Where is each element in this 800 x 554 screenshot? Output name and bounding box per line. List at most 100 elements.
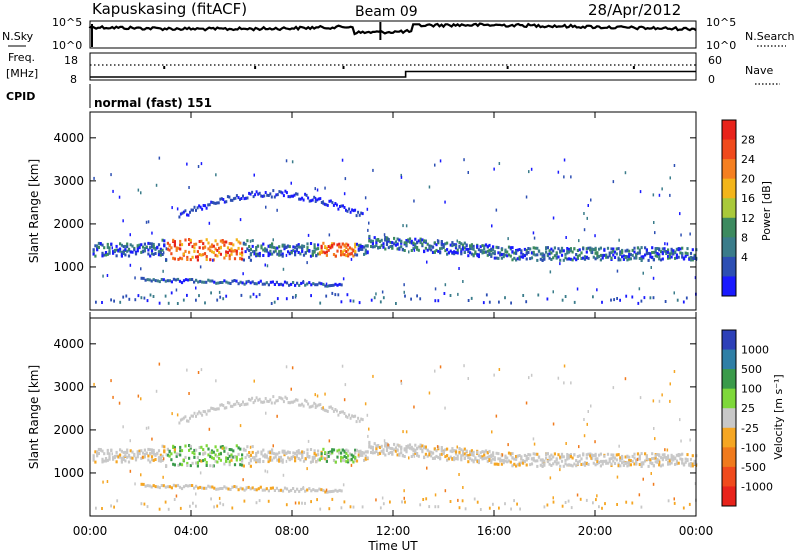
velocity-point xyxy=(288,451,291,455)
power-point xyxy=(640,255,643,259)
power-point xyxy=(465,247,468,251)
velocity-point xyxy=(340,459,343,463)
velocity-point xyxy=(375,498,377,502)
velocity-point xyxy=(355,448,359,452)
power-point xyxy=(573,247,576,251)
velocity-point xyxy=(449,449,452,453)
velocity-point xyxy=(631,454,634,458)
velocity-point xyxy=(325,409,328,413)
velocity-point xyxy=(271,486,274,490)
power-point xyxy=(341,242,344,246)
velocity-point xyxy=(463,447,466,451)
velocity-point xyxy=(180,449,184,453)
power-point xyxy=(652,296,655,300)
power-point xyxy=(559,258,562,262)
velocity-point xyxy=(564,458,567,462)
velocity-point xyxy=(347,449,350,453)
power-point xyxy=(249,247,252,251)
velocity-point xyxy=(171,412,173,416)
power-point xyxy=(210,250,214,254)
velocity-point xyxy=(583,461,587,465)
power-point xyxy=(170,246,173,250)
velocity-point xyxy=(334,460,337,464)
velocity-point xyxy=(325,459,328,463)
power-point xyxy=(385,236,389,240)
power-point xyxy=(108,249,111,253)
velocity-point xyxy=(624,377,627,381)
power-point xyxy=(263,194,266,198)
velocity-point xyxy=(561,504,564,508)
power-point xyxy=(636,252,639,255)
power-point xyxy=(256,244,260,248)
power-point xyxy=(122,295,125,299)
velocity-point xyxy=(689,464,693,468)
velocity-point xyxy=(667,499,670,503)
velocity-point xyxy=(520,457,523,461)
power-point xyxy=(200,162,203,166)
power-point xyxy=(385,238,389,242)
power-point xyxy=(269,245,272,249)
velocity-point xyxy=(340,451,343,455)
power-point xyxy=(239,218,242,222)
power-point xyxy=(261,282,264,286)
velocity-point xyxy=(170,486,173,490)
power-point xyxy=(129,263,132,267)
power-point xyxy=(134,276,136,280)
power-point xyxy=(467,248,470,252)
power-point xyxy=(300,281,303,285)
power-point xyxy=(616,297,618,300)
velocity-point xyxy=(295,453,298,457)
power-point xyxy=(364,196,367,200)
velocity-point xyxy=(456,457,459,461)
power-point xyxy=(424,246,427,250)
power-point xyxy=(208,221,211,225)
power-point xyxy=(576,249,579,252)
velocity-point xyxy=(225,446,228,450)
velocity-point xyxy=(195,492,197,496)
power-point xyxy=(328,233,331,237)
power-point xyxy=(518,256,521,260)
velocity-point xyxy=(363,458,366,462)
power-point xyxy=(166,247,169,251)
velocity-point xyxy=(294,459,297,463)
power-point xyxy=(444,200,446,204)
velocity-point xyxy=(249,459,252,463)
velocity-point xyxy=(235,400,238,404)
power-point xyxy=(599,253,602,257)
power-point xyxy=(605,253,608,257)
power-point xyxy=(564,252,567,256)
velocity-point xyxy=(398,452,401,456)
power-point xyxy=(670,251,673,255)
power-point xyxy=(417,239,420,243)
velocity-point xyxy=(186,461,189,465)
velocity-point xyxy=(210,449,214,453)
power-point xyxy=(363,252,366,256)
noise-panel: N.Sky 10^5 10^0 10^5 10^0 N.Search xyxy=(2,16,795,52)
power-point xyxy=(212,258,214,262)
velocity-point xyxy=(342,410,344,414)
velocity-point xyxy=(479,451,482,455)
power-point xyxy=(143,247,146,250)
power-point xyxy=(375,292,377,296)
power-point xyxy=(612,249,615,253)
power-point xyxy=(188,238,191,241)
velocity-point xyxy=(213,486,216,490)
velocity-point xyxy=(605,459,608,463)
power-point xyxy=(205,206,208,210)
power-point xyxy=(417,248,420,252)
velocity-point xyxy=(124,450,127,454)
power-point xyxy=(562,258,565,262)
velocity-point xyxy=(507,451,511,455)
power-point xyxy=(488,243,491,247)
velocity-point xyxy=(371,448,374,452)
velocity-point xyxy=(592,461,595,465)
velocity-point xyxy=(255,460,258,464)
power-point xyxy=(629,253,632,257)
power-point xyxy=(672,252,675,255)
velocity-point xyxy=(426,454,429,458)
velocity-point xyxy=(237,446,240,450)
velocity-point xyxy=(571,456,574,460)
velocity-point xyxy=(302,459,306,463)
power-point xyxy=(686,252,689,256)
velocity-point xyxy=(492,451,495,455)
